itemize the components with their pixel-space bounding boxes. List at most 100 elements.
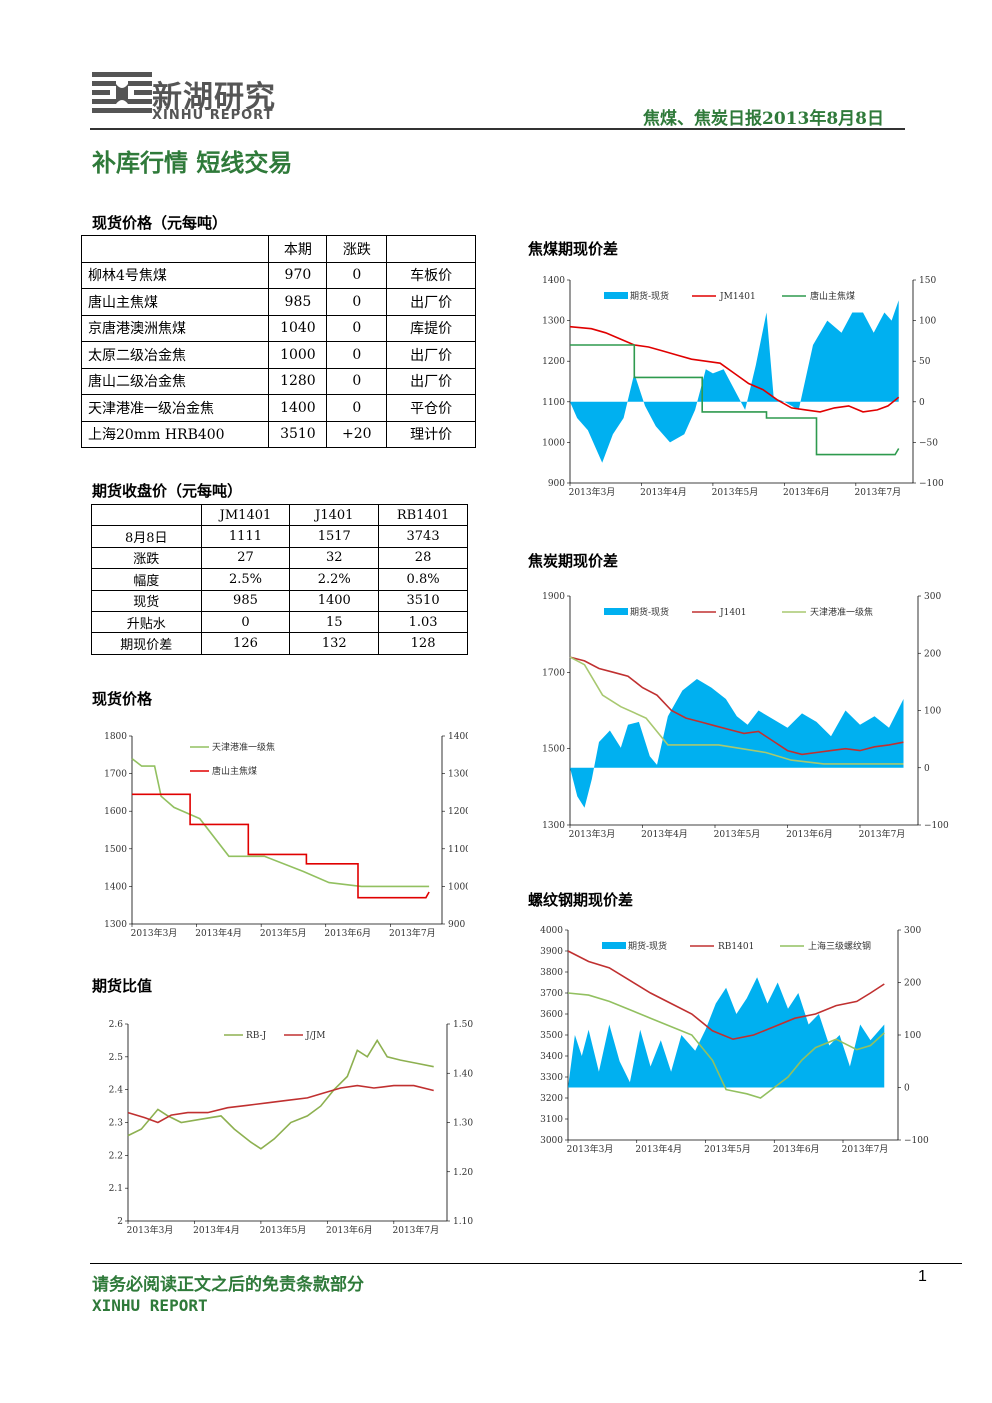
- footer-brand: XINHU REPORT: [92, 1296, 208, 1315]
- y-tick-label-right: 1400: [448, 732, 468, 742]
- row-label: 现货: [91, 589, 202, 612]
- y-tick-label-right: 1.30: [453, 1119, 473, 1129]
- y-tick-label-left: 4000: [540, 926, 563, 936]
- x-tick-label: 2013年5月: [260, 1224, 307, 1236]
- rb-basis-chart: 4000 3900 3800 3700 3600 3500 3400 3300 3200 3100…: [540, 926, 929, 1155]
- table-row: 8月8日 1111 1517 3743: [91, 525, 468, 548]
- table-row: 京唐港澳洲焦煤 1040 0 库提价: [80, 314, 476, 342]
- value-cell: 1111: [200, 525, 291, 548]
- price-cell: 1040: [268, 314, 328, 342]
- change-cell: 0: [326, 341, 388, 369]
- y-tick-label-left: 3300: [540, 1073, 563, 1083]
- x-tick-label: 2013年4月: [193, 1224, 240, 1236]
- table-row: 现货 985 1400 3510: [91, 589, 468, 612]
- legend-label: RB-J: [246, 1031, 267, 1041]
- legend-label: J/JM: [305, 1031, 325, 1041]
- series-line: [567, 992, 885, 1099]
- x-tick-label: 2013年3月: [569, 486, 616, 498]
- y-tick-label-left: 2.1: [109, 1184, 123, 1194]
- y-tick-label-left: 2.2: [109, 1151, 123, 1161]
- y-tick-label-left: 2.4: [109, 1086, 124, 1096]
- table-header-cell: 本期: [268, 235, 328, 263]
- x-tick-label: 2013年4月: [640, 486, 687, 498]
- x-tick-label: 2013年5月: [260, 927, 307, 939]
- y-tick-label-right: 300: [904, 926, 921, 936]
- value-cell: 28: [378, 546, 468, 570]
- y-tick-label-right: −100: [919, 479, 944, 489]
- table-row: 上海20mm HRB400 3510 +20 理计价: [80, 420, 476, 448]
- y-tick-label-left: 1500: [542, 745, 565, 755]
- page-number: 1: [918, 1268, 927, 1285]
- x-tick-label: 2013年3月: [127, 1224, 174, 1236]
- price-cell: 3510: [268, 420, 328, 448]
- product-name: 上海20mm HRB400: [80, 420, 270, 448]
- series-line: [569, 325, 900, 413]
- x-tick-label: 2013年6月: [783, 486, 830, 498]
- series-line: [127, 1084, 434, 1124]
- y-tick-label-right: 100: [904, 1031, 921, 1041]
- y-tick-label-right: 200: [924, 649, 941, 659]
- y-tick-label-right: 50: [919, 357, 931, 367]
- series-line: [567, 950, 885, 1041]
- y-tick-label-left: 900: [548, 479, 565, 489]
- table-header-row: 本期 涨跌: [80, 235, 476, 263]
- table-row: 天津港准一级冶金焦 1400 0 平仓价: [80, 394, 476, 422]
- legend-label: 唐山主焦煤: [810, 290, 855, 302]
- y-tick-label-left: 2.3: [109, 1119, 124, 1129]
- value-cell: 0: [200, 610, 291, 634]
- product-name: 京唐港澳洲焦煤: [80, 314, 270, 342]
- legend-swatch: [604, 292, 628, 299]
- y-tick-label-right: 1100: [448, 845, 468, 855]
- value-cell: 3510: [378, 589, 468, 612]
- y-tick-label-left: 3900: [540, 947, 563, 957]
- y-tick-label-left: 3600: [540, 1010, 563, 1020]
- y-tick-label-right: 0: [904, 1084, 910, 1094]
- y-tick-label-right: 1.10: [453, 1217, 473, 1227]
- y-tick-label-left: 1300: [542, 821, 565, 831]
- value-cell: 985: [200, 589, 291, 612]
- series-line: [570, 344, 900, 456]
- series-line: [569, 656, 904, 756]
- table-header-cell: [91, 503, 202, 527]
- table-header-cell: RB1401: [378, 503, 468, 527]
- y-tick-label-left: 3500: [540, 1031, 563, 1041]
- x-tick-label: 2013年7月: [389, 927, 436, 939]
- spot-price-table: 本期 涨跌 柳林4号焦煤 970 0 车板价 唐山主焦煤 985 0 出厂价 京…: [80, 235, 476, 448]
- value-cell: 1517: [289, 525, 380, 548]
- value-cell: 2.2%: [289, 568, 380, 591]
- jm-basis-chart: 1400 1300 1200 1100 1000 900 150 100 50 0 −50 −100 2…: [542, 276, 944, 498]
- y-tick-label-left: 2: [117, 1217, 123, 1227]
- change-cell: 0: [326, 261, 388, 289]
- value-cell: 32: [289, 546, 380, 570]
- row-label: 涨跌: [91, 546, 202, 570]
- spot-chart-title: 现货价格: [92, 690, 153, 708]
- y-tick-label-right: 100: [924, 707, 941, 717]
- legend-label: 天津港准一级焦: [810, 606, 873, 618]
- legend-label: 天津港准一级焦: [212, 741, 275, 753]
- table-header-cell: [80, 235, 270, 263]
- table-header-cell: J1401: [289, 503, 380, 527]
- y-tick-label-right: −50: [919, 438, 938, 448]
- product-name: 柳林4号焦煤: [80, 261, 270, 289]
- y-tick-label-left: 1500: [104, 845, 127, 855]
- x-tick-label: 2013年3月: [567, 1143, 614, 1155]
- price-type-cell: 平仓价: [386, 394, 476, 422]
- y-tick-label-right: −100: [924, 821, 949, 831]
- x-tick-label: 2013年7月: [842, 1143, 889, 1155]
- x-tick-label: 2013年5月: [714, 828, 761, 840]
- price-type-cell: 理计价: [386, 420, 476, 448]
- table-row: 涨跌 27 32 28: [91, 546, 468, 570]
- product-name: 唐山主焦煤: [80, 288, 270, 316]
- legend-label: JM1401: [719, 292, 756, 302]
- change-cell: +20: [326, 420, 388, 448]
- value-cell: 128: [378, 632, 468, 655]
- table-row: 唐山二级冶金焦 1280 0 出厂价: [80, 367, 476, 395]
- price-cell: 970: [268, 261, 328, 289]
- basis-area: [570, 300, 899, 463]
- header-rule: [90, 128, 905, 130]
- x-tick-label: 2013年7月: [855, 486, 902, 498]
- value-cell: 1.03: [378, 610, 468, 634]
- y-tick-label-right: −100: [904, 1136, 929, 1146]
- y-tick-label-right: 0: [924, 764, 930, 774]
- y-tick-label-left: 1900: [542, 592, 565, 602]
